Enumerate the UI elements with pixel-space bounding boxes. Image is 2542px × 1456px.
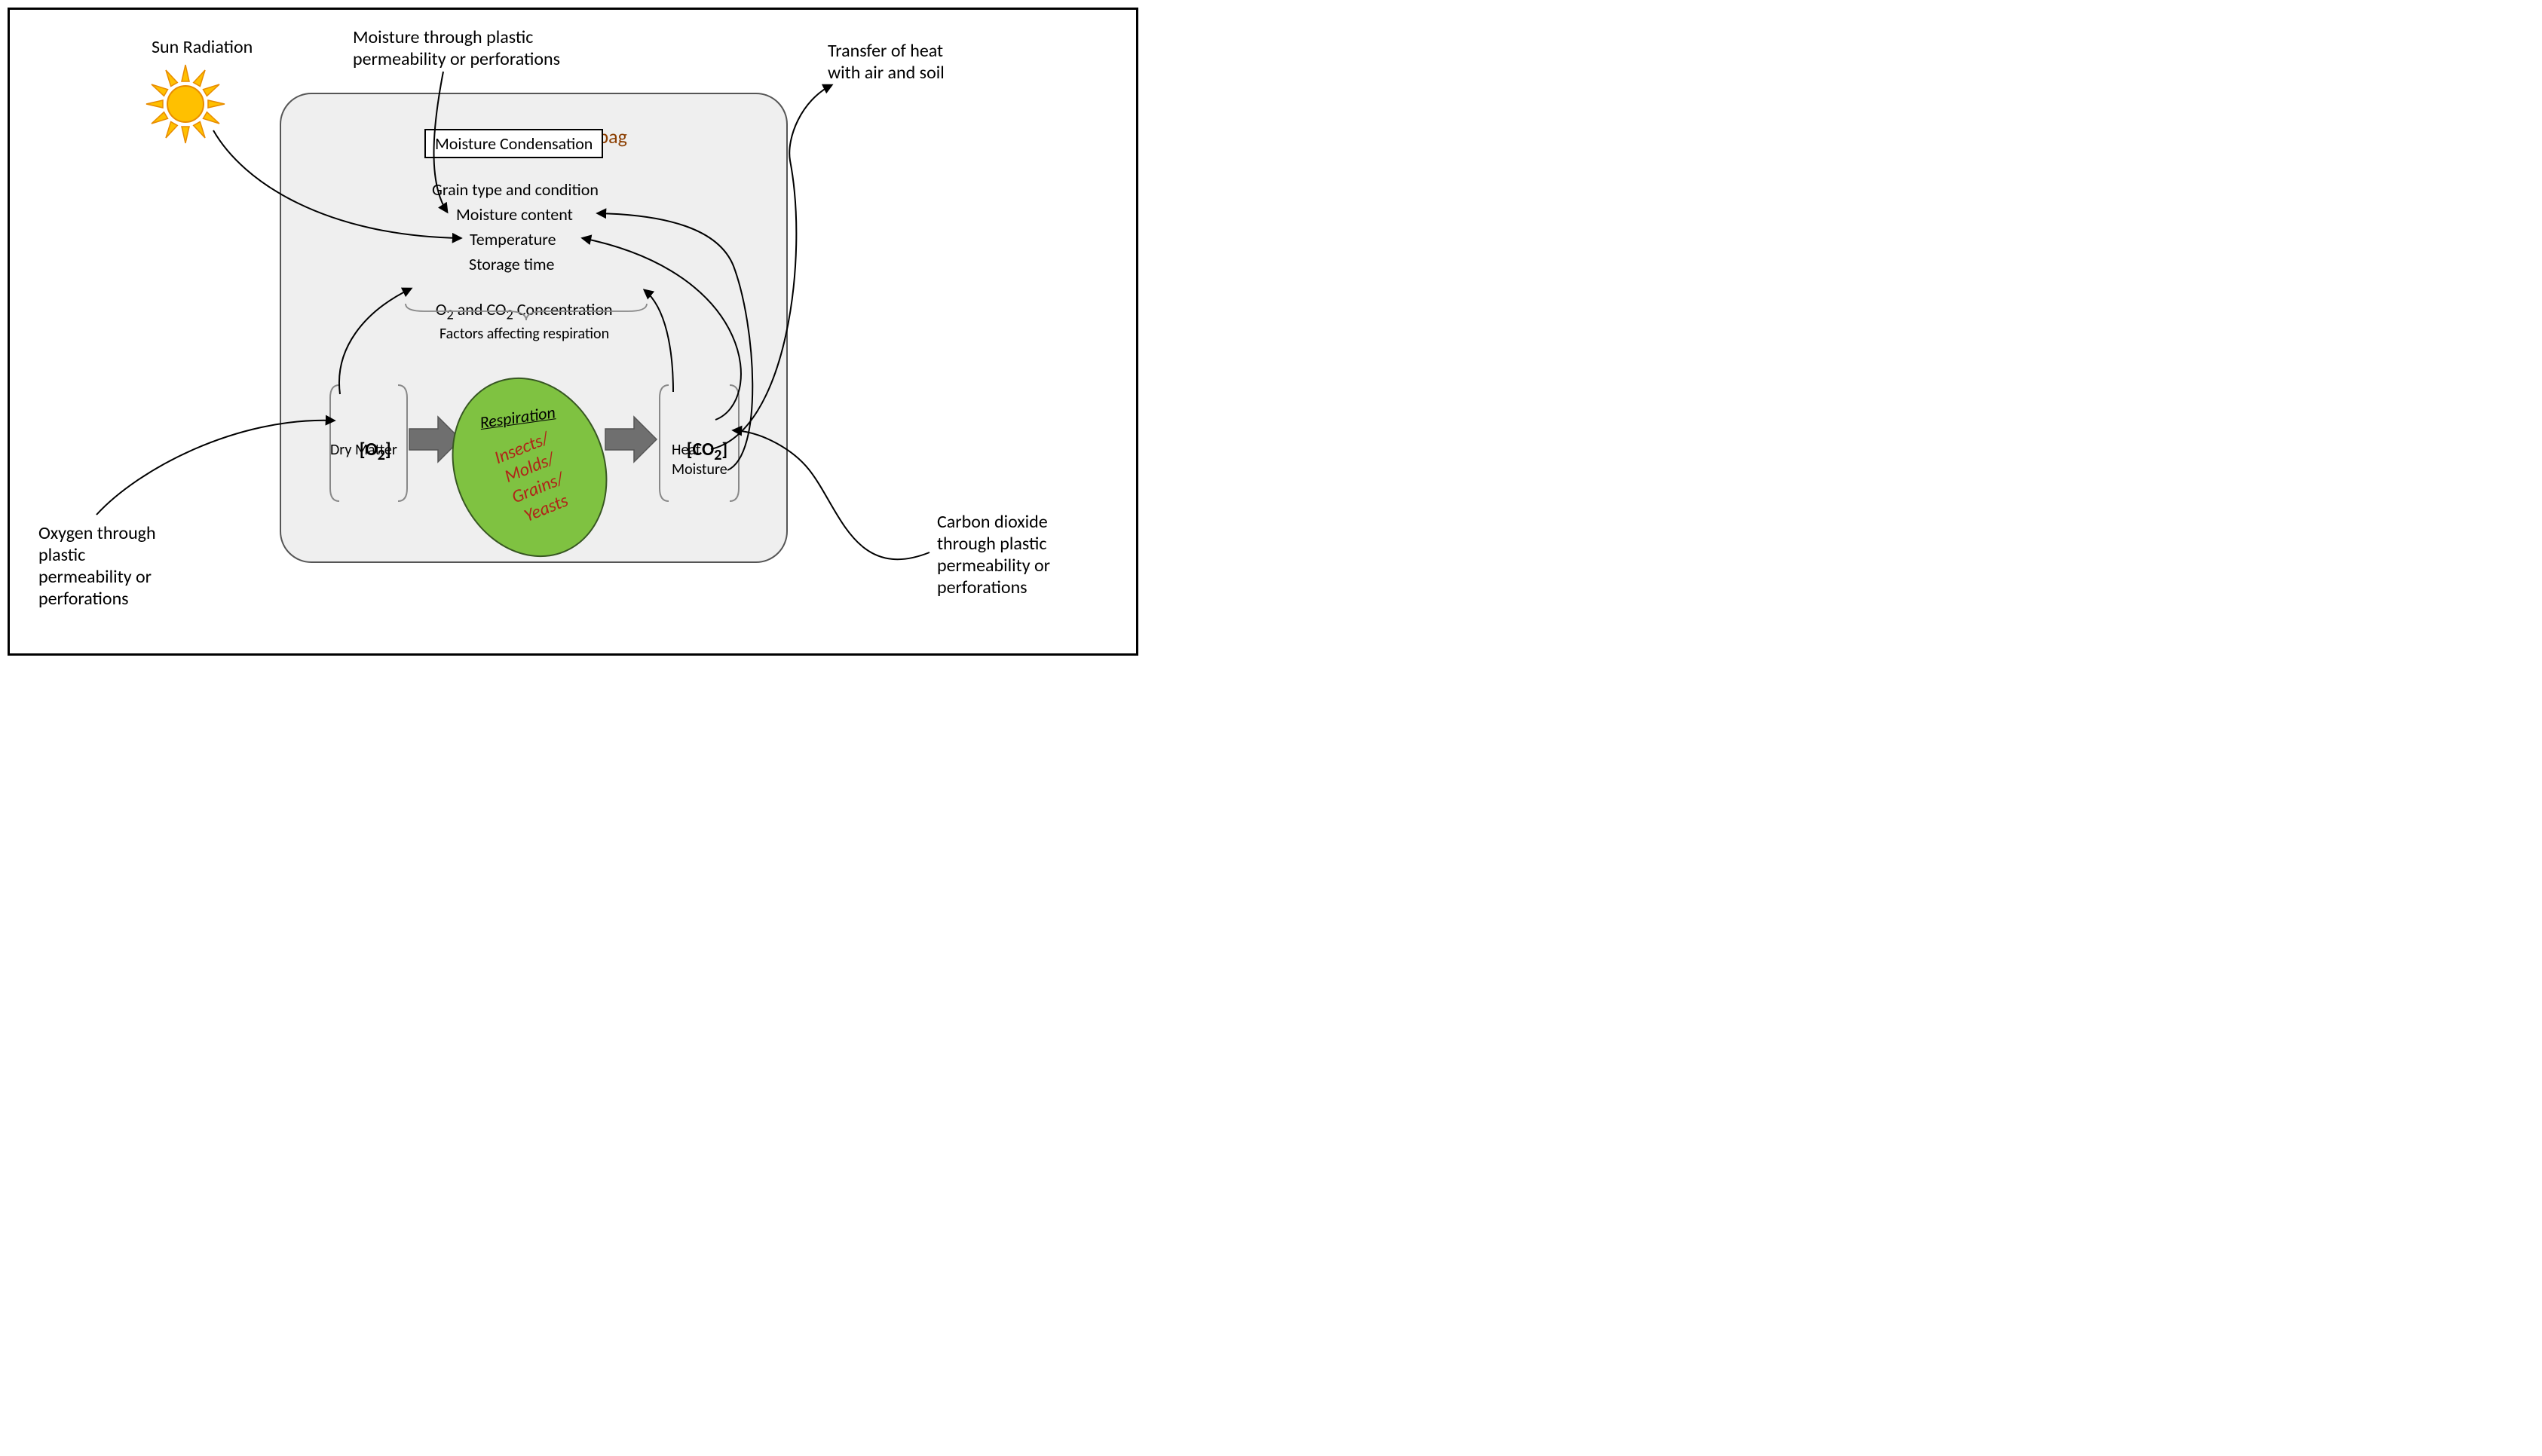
curved-arrows <box>10 10 1141 658</box>
diagram-canvas: Hermetic storage bag Moisture Condensati… <box>8 8 1138 656</box>
